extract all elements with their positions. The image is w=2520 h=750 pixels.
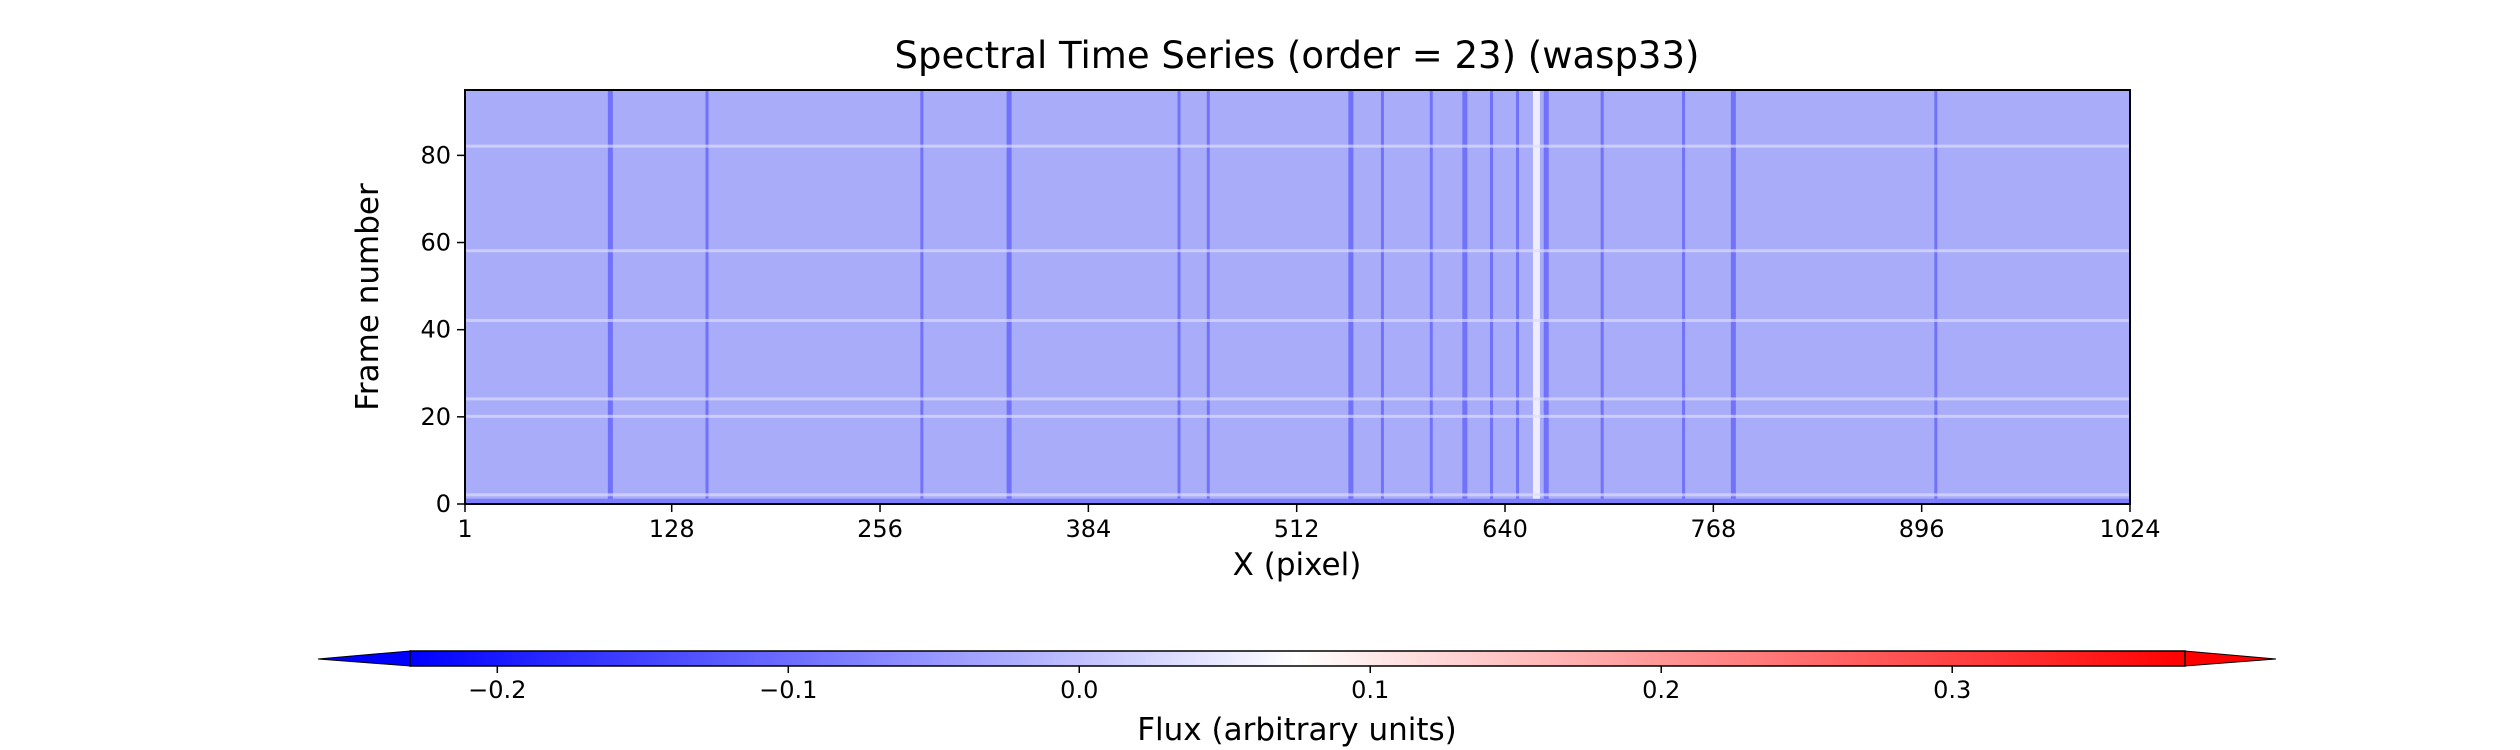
colorbar-tick-label: −0.2 (468, 676, 526, 704)
noisy-bottom-row (465, 498, 2130, 504)
absorption-column (1177, 90, 1181, 504)
bright-row (465, 318, 2130, 322)
x-tick-label: 768 (1690, 515, 1736, 543)
absorption-column (1934, 90, 1938, 504)
y-tick-label: 60 (420, 229, 451, 257)
colorbar-label: Flux (arbitrary units) (1137, 712, 1457, 748)
bright-row (465, 397, 2130, 401)
colorbar-gradient (410, 651, 2185, 666)
absorption-column (1348, 90, 1354, 504)
heatmap (465, 90, 2130, 504)
x-axis-label: X (pixel) (1233, 547, 1362, 583)
x-tick-label: 640 (1482, 515, 1528, 543)
chart-title: Spectral Time Series (order = 23) (wasp3… (895, 34, 1700, 77)
absorption-column (1489, 90, 1493, 504)
y-tick-label: 80 (420, 141, 451, 169)
x-tick-label: 384 (1065, 515, 1111, 543)
heatmap-features (465, 90, 2130, 504)
x-tick-label: 128 (649, 515, 695, 543)
absorption-column (1543, 90, 1549, 504)
bright-row (465, 144, 2130, 148)
bright-row (465, 493, 2130, 497)
x-tick-label: 512 (1274, 515, 1320, 543)
absorption-column (1429, 90, 1433, 504)
absorption-column (1600, 90, 1604, 504)
emission-column (1532, 90, 1540, 504)
colorbar-tick-label: 0.3 (1933, 676, 1971, 704)
y-tick-label: 0 (436, 490, 451, 518)
absorption-column (1730, 90, 1736, 504)
y-axis-label: Frame number (350, 183, 386, 411)
colorbar-tick-label: 0.0 (1060, 676, 1098, 704)
absorption-column (1206, 90, 1210, 504)
absorption-column (1682, 90, 1686, 504)
absorption-column (1462, 90, 1468, 504)
colorbar-tick-label: 0.2 (1642, 676, 1680, 704)
x-tick-label: 256 (857, 515, 903, 543)
absorption-column (920, 90, 924, 504)
plot-frame (464, 89, 2131, 505)
bright-row (465, 414, 2130, 418)
x-tick-label: 1 (457, 515, 472, 543)
x-tick-label: 896 (1899, 515, 1945, 543)
absorption-column (705, 90, 709, 504)
y-axis: 0 20 40 60 80 (420, 141, 465, 518)
absorption-column (1516, 90, 1520, 504)
heatmap-background (465, 90, 2130, 504)
colorbar-tick-label: −0.1 (759, 676, 817, 704)
colorbar-tick-label: 0.1 (1351, 676, 1389, 704)
colorbar-extend-low (317, 650, 411, 667)
y-tick-label: 20 (420, 403, 451, 431)
bright-row (465, 249, 2130, 253)
absorption-column (1380, 90, 1384, 504)
x-axis: 1 128 256 384 512 640 768 896 1024 (457, 504, 2161, 543)
colorbar: −0.2 −0.1 0.0 0.1 0.2 0.3 Flux (arbitrary uni… (317, 650, 2277, 748)
absorption-column (1006, 90, 1012, 504)
absorption-column (607, 90, 613, 504)
x-tick-label: 1024 (2099, 515, 2160, 543)
colorbar-frame (409, 650, 2186, 667)
y-tick-label: 40 (420, 316, 451, 344)
colorbar-extend-high (2184, 650, 2277, 667)
colorbar-ticks: −0.2 −0.1 0.0 0.1 0.2 0.3 (468, 666, 1971, 704)
